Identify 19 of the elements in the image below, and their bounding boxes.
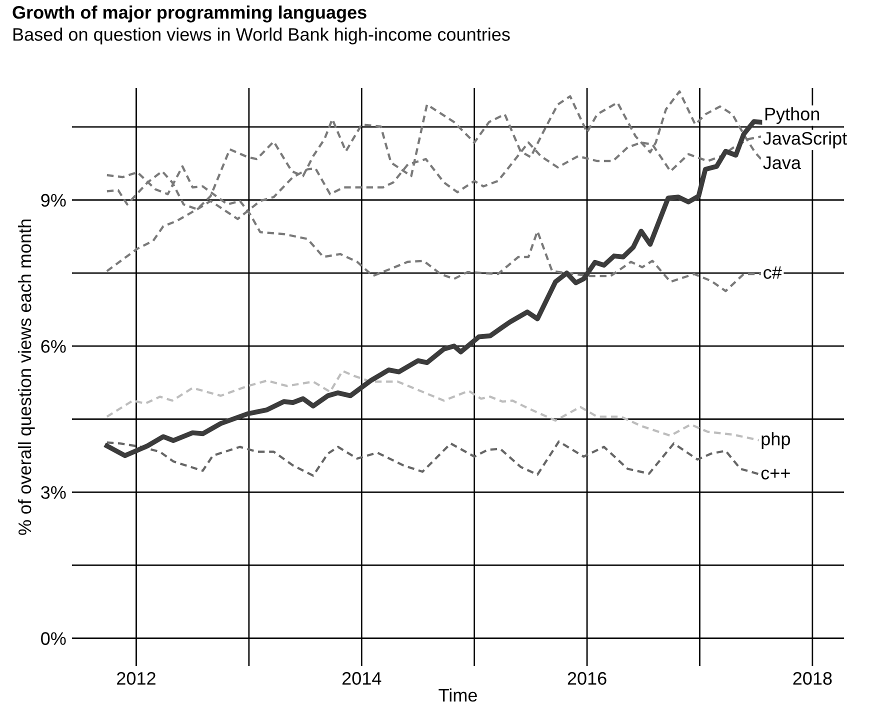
- x-tick-label: 2018: [793, 672, 832, 685]
- chart-title: Growth of major programming languages: [12, 6, 366, 22]
- series-label: Python: [765, 107, 820, 124]
- y-axis-title: % of overall question views each month: [18, 220, 35, 535]
- y-tick-label: 9%: [41, 194, 66, 207]
- y-tick-label: 3%: [41, 486, 66, 499]
- x-tick-label: 2012: [117, 672, 156, 685]
- series-label: c#: [764, 266, 782, 279]
- series-label: JavaScript: [763, 132, 848, 148]
- chart-subtitle: Based on question views in World Bank high-income countries: [13, 28, 510, 44]
- y-tick-label: 6%: [41, 340, 66, 353]
- line-series: [106, 370, 762, 442]
- x-tick-label: 2014: [342, 672, 382, 685]
- x-axis-title: Time: [438, 688, 477, 702]
- series-label: php: [762, 432, 790, 449]
- series-label: Java: [763, 156, 801, 170]
- series-label: c++: [761, 468, 790, 480]
- y-tick-label: 0%: [41, 632, 66, 645]
- x-tick-label: 2016: [568, 672, 606, 685]
